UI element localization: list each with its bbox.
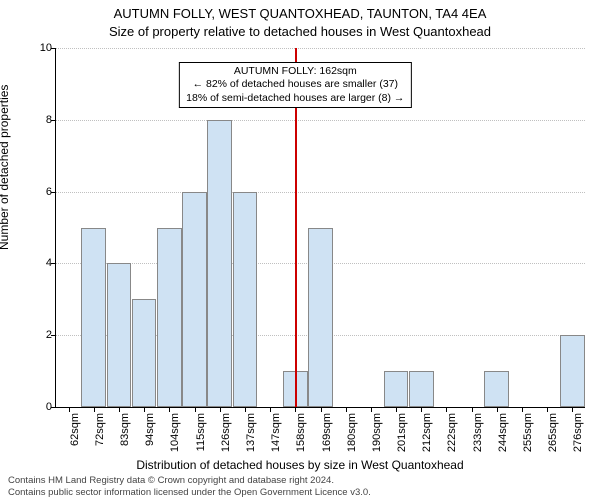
ytick-label: 2 <box>46 329 52 341</box>
xtick-mark <box>69 407 70 412</box>
bar <box>308 228 333 408</box>
footer-line2: Contains public sector information licen… <box>8 487 371 498</box>
gridline <box>56 192 585 193</box>
xtick-mark <box>94 407 95 412</box>
xtick-mark <box>295 407 296 412</box>
x-axis-label: Distribution of detached houses by size … <box>0 458 600 472</box>
xtick-mark <box>522 407 523 412</box>
xtick-mark <box>270 407 271 412</box>
bar <box>207 120 232 407</box>
xtick-label: 190sqm <box>371 413 383 452</box>
xtick-mark <box>497 407 498 412</box>
xtick-mark <box>220 407 221 412</box>
xtick-label: 137sqm <box>245 413 257 452</box>
ytick-label: 4 <box>46 257 52 269</box>
annotation-box: AUTUMN FOLLY: 162sqm← 82% of detached ho… <box>179 62 411 107</box>
xtick-label: 115sqm <box>195 413 207 451</box>
xtick-label: 104sqm <box>169 413 181 452</box>
footer-attribution: Contains HM Land Registry data © Crown c… <box>8 475 371 498</box>
bar <box>233 192 258 407</box>
bar <box>409 371 434 407</box>
xtick-mark <box>321 407 322 412</box>
xtick-mark <box>346 407 347 412</box>
xtick-label: 212sqm <box>421 413 433 452</box>
xtick-label: 158sqm <box>295 413 307 452</box>
xtick-mark <box>396 407 397 412</box>
chart-container: AUTUMN FOLLY, WEST QUANTOXHEAD, TAUNTON,… <box>0 0 600 500</box>
xtick-mark <box>144 407 145 412</box>
bar <box>157 228 182 408</box>
xtick-label: 233sqm <box>472 413 484 452</box>
annotation-line3: 18% of semi-detached houses are larger (… <box>186 92 404 105</box>
annotation-line2: ← 82% of detached houses are smaller (37… <box>186 78 404 91</box>
chart-title-sub: Size of property relative to detached ho… <box>0 24 600 39</box>
bar <box>107 263 132 407</box>
footer-line1: Contains HM Land Registry data © Crown c… <box>8 475 371 486</box>
gridline <box>56 120 585 121</box>
xtick-mark <box>119 407 120 412</box>
bar <box>182 192 207 407</box>
y-axis-label: Number of detached properties <box>0 85 11 250</box>
ytick-label: 0 <box>46 401 52 413</box>
xtick-mark <box>472 407 473 412</box>
xtick-label: 169sqm <box>321 413 333 452</box>
xtick-label: 255sqm <box>522 413 534 452</box>
xtick-label: 126sqm <box>220 413 232 452</box>
xtick-label: 72sqm <box>94 413 106 446</box>
xtick-label: 201sqm <box>396 413 408 452</box>
xtick-label: 276sqm <box>572 413 584 452</box>
xtick-mark <box>572 407 573 412</box>
gridline <box>56 48 585 49</box>
bar <box>81 228 106 408</box>
annotation-line1: AUTUMN FOLLY: 162sqm <box>186 65 404 78</box>
xtick-label: 62sqm <box>69 413 81 446</box>
xtick-mark <box>446 407 447 412</box>
xtick-label: 94sqm <box>144 413 156 446</box>
xtick-mark <box>195 407 196 412</box>
bar <box>384 371 409 407</box>
chart-title-main: AUTUMN FOLLY, WEST QUANTOXHEAD, TAUNTON,… <box>0 6 600 21</box>
xtick-mark <box>245 407 246 412</box>
xtick-label: 222sqm <box>446 413 458 452</box>
bar <box>484 371 509 407</box>
xtick-mark <box>547 407 548 412</box>
xtick-label: 180sqm <box>346 413 358 452</box>
xtick-mark <box>169 407 170 412</box>
bar <box>132 299 157 407</box>
plot-area: 024681062sqm72sqm83sqm94sqm104sqm115sqm1… <box>55 48 585 408</box>
ytick-label: 6 <box>46 186 52 198</box>
ytick-label: 10 <box>40 42 52 54</box>
xtick-label: 265sqm <box>547 413 559 452</box>
xtick-label: 83sqm <box>119 413 131 446</box>
xtick-label: 244sqm <box>497 413 509 452</box>
ytick-label: 8 <box>46 114 52 126</box>
xtick-mark <box>421 407 422 412</box>
xtick-label: 147sqm <box>270 413 282 452</box>
bar <box>560 335 585 407</box>
xtick-mark <box>371 407 372 412</box>
